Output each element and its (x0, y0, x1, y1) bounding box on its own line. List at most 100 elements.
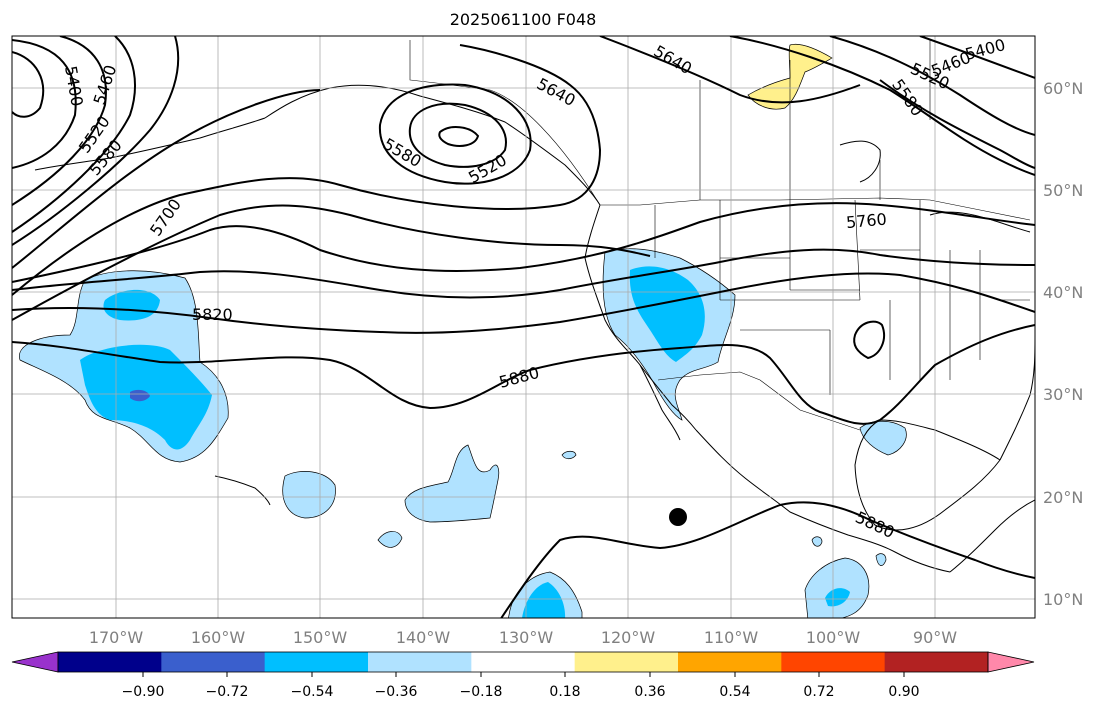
contour-nw-1 (12, 51, 45, 118)
colorbar-tick-label: 0.18 (549, 684, 580, 700)
coast-mexico-west (695, 429, 951, 573)
colorbar-segment (161, 652, 266, 672)
shade-pacific-mid-b (404, 444, 500, 523)
contour-5880 (12, 324, 1035, 425)
island-hawaii (214, 475, 271, 506)
colorbar-segment (884, 652, 989, 672)
lat-label: 20°N (1043, 488, 1083, 507)
lon-label: 170°W (89, 628, 144, 647)
contour-nw-3 (12, 36, 107, 206)
contour-5880-south (500, 501, 1035, 618)
contour-label: 5820 (192, 305, 233, 324)
shade-pacific-west-dark (130, 389, 150, 402)
colorbar-tick-label: 0.54 (719, 684, 750, 700)
lat-label: 30°N (1043, 385, 1083, 404)
colorbar-extend-left (11, 651, 59, 673)
lon-label: 100°W (806, 628, 861, 647)
border-us-canada (600, 197, 1031, 221)
map-frame (11, 35, 1036, 619)
contour-nw-6 (12, 89, 321, 269)
contour-ne-3 (829, 36, 1035, 136)
lon-label: 150°W (293, 628, 348, 647)
contour-nw-4 (12, 36, 136, 233)
colorbar-frame (57, 651, 989, 673)
coast-west-us (584, 204, 697, 431)
coast-atlantic (999, 334, 1035, 461)
contour-low-2 (408, 102, 507, 168)
province-lines (699, 40, 931, 200)
contour-ne-1 (599, 36, 861, 104)
shade-pacific-small-b (561, 450, 577, 460)
colorbar-segment (471, 652, 576, 672)
contour-loop-east (853, 320, 886, 360)
coast-aleutians (34, 117, 266, 171)
coast-baja (639, 364, 681, 441)
contour-ne-5 (879, 79, 1035, 169)
map-title: 2025061100 F048 (449, 10, 597, 29)
contour-low-3 (378, 83, 532, 185)
lat-lon-grid (12, 36, 1035, 618)
lat-label: 60°N (1043, 79, 1083, 98)
lon-label: 160°W (191, 628, 246, 647)
colorbar-segment (781, 652, 886, 672)
shade-gulf (859, 420, 907, 456)
shade-small-d (875, 553, 887, 566)
colorbar-tick-label: −0.36 (375, 684, 418, 700)
colorbar-segment (264, 652, 369, 672)
colorbar-segment (678, 652, 782, 672)
shade-small-c (811, 536, 823, 547)
lon-label: 110°W (704, 628, 759, 647)
colorbar-tick-label: −0.54 (291, 684, 334, 700)
colorbar-tick-label: 0.90 (888, 684, 919, 700)
lat-label: 50°N (1043, 181, 1083, 200)
contour-5640-arc (12, 44, 602, 296)
lon-label: 120°W (601, 628, 656, 647)
colorbar-extend-right (987, 651, 1035, 673)
colorbar-tick-label: −0.72 (206, 684, 249, 700)
height-contours (12, 36, 1035, 618)
coast-central-america (949, 499, 1035, 573)
colorbar-segments (58, 652, 989, 672)
contour-ne-2 (729, 36, 1035, 176)
contour-low-inner (438, 126, 480, 147)
contour-nw-2 (12, 39, 77, 169)
shade-pacific-west-mid-a (103, 289, 160, 321)
state-lines-a (654, 199, 1030, 395)
shade-pacific-mid-a (282, 471, 336, 519)
colorbar-segment (58, 652, 162, 672)
coast-hudson (839, 140, 881, 183)
shade-pacific-south-mid (522, 582, 566, 618)
colorbar-segment (368, 652, 472, 672)
colorbar-tick-label: −0.90 (122, 684, 165, 700)
shade-central-america-light (804, 557, 870, 618)
colorbar: −0.90 −0.72 −0.54 −0.36 −0.18 0.18 0.36 … (11, 651, 1035, 700)
border-alaska-canada (409, 40, 601, 206)
lon-label: 140°W (396, 628, 451, 647)
contour-5820 (12, 272, 1035, 334)
shade-california-mid (629, 266, 705, 362)
contour-label: 5880 (497, 363, 541, 392)
contour-5700 (12, 202, 1035, 283)
coast-alaska (264, 84, 601, 206)
shade-central-america-mid (825, 588, 850, 607)
colorbar-segment (574, 652, 679, 672)
contour-nw-5 (12, 36, 180, 246)
political-borders (409, 40, 1031, 431)
lat-label: 10°N (1043, 590, 1083, 609)
lat-label: 40°N (1043, 283, 1083, 302)
colorbar-tick-label: 0.72 (803, 684, 834, 700)
colorbar-tick-label: 0.36 (634, 684, 665, 700)
border-us-mexico (657, 371, 861, 431)
contour-label: 5640 (534, 74, 579, 110)
contour-label: 5640 (650, 41, 695, 78)
contour-5760 (12, 248, 1035, 299)
contour-label: 5880 (852, 508, 897, 542)
contour-label: 5400 (61, 64, 87, 107)
location-marker (669, 508, 687, 526)
contour-ne-4 (919, 36, 1035, 79)
colorbar-ticks (142, 672, 905, 677)
contour-label: 5760 (845, 210, 887, 232)
lon-label: 130°W (499, 628, 554, 647)
colorbar-tick-label: −0.18 (460, 684, 503, 700)
